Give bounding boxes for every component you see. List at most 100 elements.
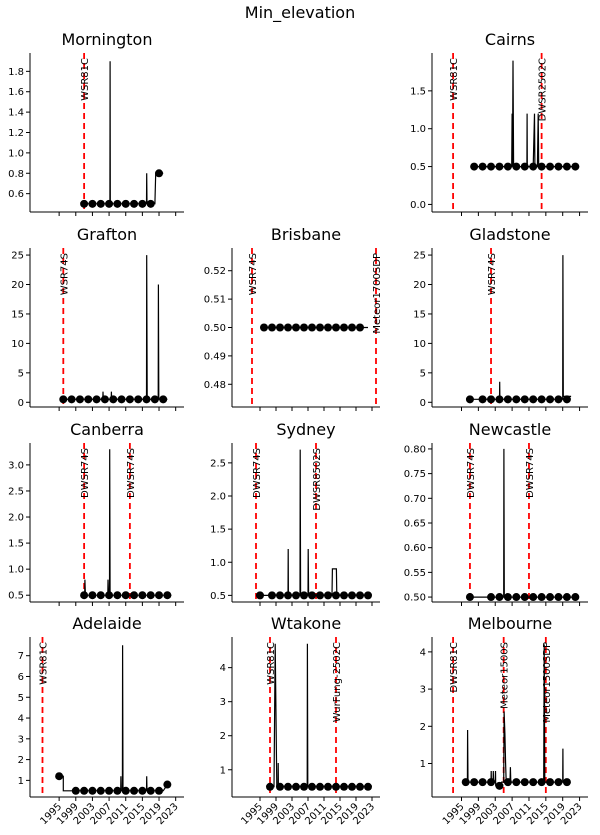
data-point: [537, 395, 546, 404]
data-point: [356, 591, 364, 600]
radar-change-label: DWSR74S: [466, 448, 477, 498]
y-tick-label: 5: [18, 693, 24, 704]
series-line: [465, 644, 567, 787]
y-tick-label: 0.50: [404, 593, 426, 604]
data-point: [88, 786, 97, 795]
data-point: [266, 782, 274, 791]
data-point: [125, 395, 134, 404]
data-point: [138, 199, 147, 208]
y-tick-label: 1.0: [410, 124, 426, 135]
data-point: [138, 786, 147, 795]
data-point: [284, 591, 292, 600]
y-tick-label: 0.51: [204, 295, 226, 306]
y-tick-label: 3: [220, 697, 226, 708]
y-tick-label: 2.5: [210, 458, 226, 469]
data-point: [332, 323, 340, 332]
data-point: [340, 782, 348, 791]
data-point: [503, 778, 512, 787]
data-point: [75, 395, 84, 404]
panel-title: Brisbane: [271, 225, 341, 244]
data-point: [292, 591, 300, 600]
y-tick-label: 1.5: [8, 539, 24, 550]
y-tick-label: 1.6: [8, 87, 24, 98]
data-point: [554, 593, 563, 602]
y-tick-label: 1.0: [210, 558, 226, 569]
data-point: [146, 786, 155, 795]
y-tick-label: 0.80: [404, 444, 426, 455]
data-point: [554, 395, 563, 404]
data-point: [324, 782, 332, 791]
radar-change-label: DWSR74S: [525, 448, 536, 498]
panel-title: Canberra: [70, 420, 144, 439]
panel-canberra: Canberra 0.5 1.0 1.5 2.0 2.5 3.0 DWSR74S DWSR74S: [8, 420, 184, 606]
data-point: [292, 323, 300, 332]
series-line: [59, 645, 168, 792]
data-point: [292, 782, 300, 791]
panel-adelaide: Adelaide12345671995199920032007201120152…: [18, 614, 184, 827]
figure-title: Min_elevation: [245, 3, 355, 23]
radar-change-label: WSR74S: [487, 253, 498, 295]
data-point: [117, 395, 126, 404]
data-point: [121, 199, 130, 208]
data-point: [55, 772, 64, 781]
y-tick-label: 0.75: [404, 469, 426, 480]
data-point: [562, 593, 571, 602]
y-tick-label: 3: [420, 685, 426, 696]
data-point: [571, 162, 580, 171]
data-point: [59, 395, 68, 404]
panel-cairns: Cairns 0.0 0.5 1.0 1.5 WSR81C DWSR2502C: [410, 30, 588, 216]
data-point: [284, 782, 292, 791]
y-tick-label: 10: [413, 339, 426, 350]
panel-newcastle: Newcastle 0.50 0.55 0.60 0.65 0.70 0.75 0.80 DWS…: [404, 420, 588, 606]
data-point: [105, 786, 114, 795]
y-tick-label: 1: [18, 776, 24, 787]
y-tick-label: 0.5: [410, 162, 426, 173]
data-point: [84, 395, 93, 404]
data-point: [142, 395, 151, 404]
panel-title: Mornington: [62, 30, 153, 49]
data-point: [465, 395, 474, 404]
series-line: [469, 448, 576, 598]
y-tick-label: 2.5: [8, 486, 24, 497]
y-tick-label: 0.52: [204, 266, 226, 277]
data-point: [495, 395, 504, 404]
data-point: [554, 778, 563, 787]
data-point: [348, 591, 356, 600]
data-point: [105, 199, 114, 208]
data-point: [487, 162, 496, 171]
data-point: [348, 782, 356, 791]
data-point: [340, 323, 348, 332]
series-line: [270, 643, 368, 788]
data-point: [300, 782, 308, 791]
radar-change-label: DWSR81C: [449, 642, 460, 693]
y-tick-label: 25: [413, 251, 426, 262]
y-tick-label: 1.4: [8, 108, 24, 119]
y-tick-label: 10: [11, 339, 24, 350]
y-tick-label: 0: [420, 398, 426, 409]
y-tick-label: 15: [413, 309, 426, 320]
y-tick-label: 2: [420, 722, 426, 733]
data-point: [571, 593, 580, 602]
y-tick-label: 3: [18, 734, 24, 745]
y-tick-label: 0.6: [8, 189, 24, 200]
panel-grafton: Grafton 0 5 10 15 20 25 WSR74S: [11, 225, 184, 411]
data-point: [316, 782, 324, 791]
panel-title: Melbourne: [468, 614, 552, 633]
data-point: [155, 591, 164, 600]
data-point: [138, 591, 147, 600]
y-tick-label: 1.0: [8, 148, 24, 159]
y-tick-label: 2: [18, 755, 24, 766]
radar-change-label: DWSR74S: [126, 448, 137, 498]
data-point: [503, 593, 512, 602]
y-tick-label: 1: [420, 759, 426, 770]
y-tick-label: 0.55: [404, 568, 426, 579]
radar-change-label: Meteor1500SDP: [542, 642, 553, 723]
panel-brisbane: Brisbane 0.48 0.49 0.50 0.51 0.52 WSR74S Meteor…: [204, 225, 383, 411]
data-point: [529, 162, 538, 171]
data-point: [364, 782, 372, 791]
series-line: [63, 255, 168, 400]
data-point: [503, 162, 512, 171]
data-point: [308, 323, 316, 332]
y-tick-label: 0.49: [204, 351, 226, 362]
